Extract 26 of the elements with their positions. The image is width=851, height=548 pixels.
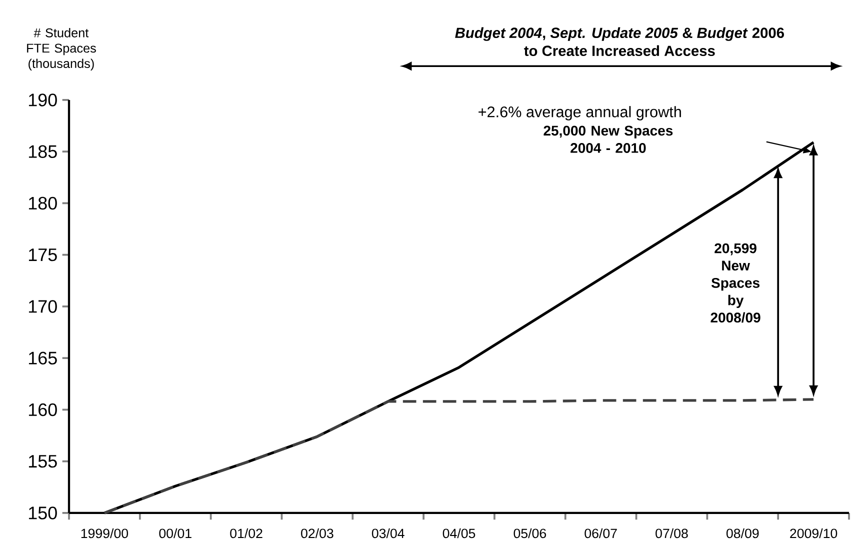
chart-subtitle: to Create Increased Access — [524, 45, 715, 56]
x-tick-label: 1999/00 — [81, 528, 128, 538]
annotation: +2.6% average annual growth — [478, 106, 681, 120]
x-tick-label: 03/04 — [372, 528, 404, 538]
y-tick-label: 180 — [28, 196, 57, 210]
x-tick-label: 05/06 — [514, 528, 546, 538]
x-tick-label: 04/05 — [442, 528, 476, 538]
y-tick-label: 170 — [28, 300, 57, 313]
y-tick-label: 165 — [28, 352, 57, 364]
y-tick-label: 175 — [28, 248, 57, 262]
y-tick-label: 160 — [28, 403, 57, 416]
y-axis-title: # Student FTE Spaces (thousands) — [27, 28, 96, 70]
x-tick-label: 07/08 — [656, 528, 688, 538]
y-tick-label: 155 — [28, 455, 57, 468]
x-tick-label: 06/07 — [584, 528, 617, 538]
x-tick-label: 2009/10 — [790, 528, 838, 538]
x-tick-label: 02/03 — [301, 528, 334, 538]
y-tick-label: 190 — [28, 94, 57, 106]
x-tick-label: 08/09 — [726, 528, 759, 538]
y-tick-label: 150 — [28, 506, 57, 520]
y-tick-label: 185 — [28, 145, 57, 158]
annotation: 25,000 New Spaces 2004 - 2010 — [544, 126, 673, 153]
chart-title: Budget 2004, Sept. Update 2005 & Budget 2006 — [455, 27, 784, 41]
x-tick-label: 01/02 — [230, 528, 262, 538]
x-tick-label: 00/01 — [159, 528, 192, 538]
annotation: 20,599 New Spaces by 2008/09 — [710, 243, 760, 323]
